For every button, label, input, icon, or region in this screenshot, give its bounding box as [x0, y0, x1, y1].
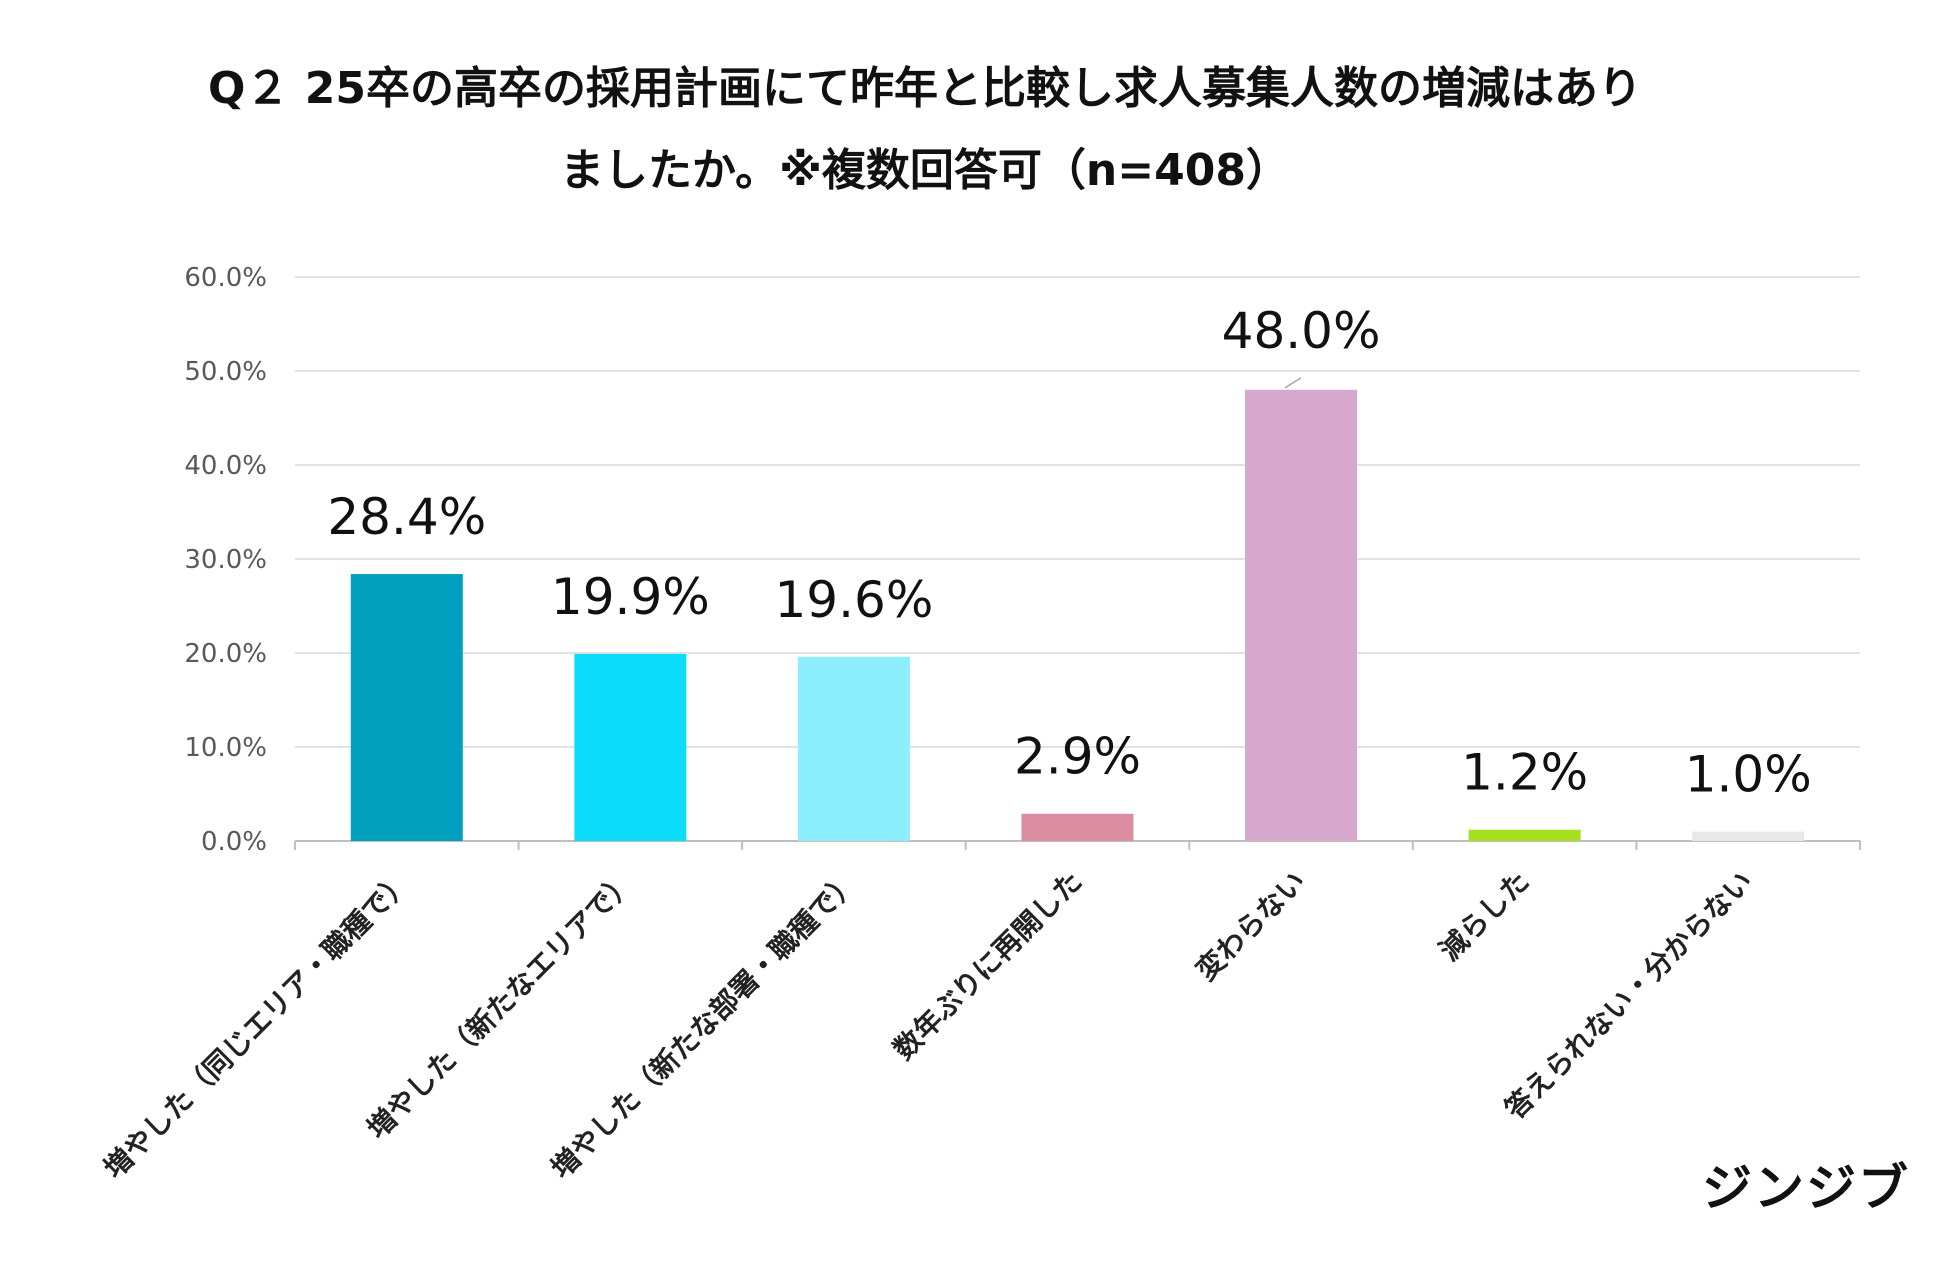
data-label: 19.9%	[551, 568, 710, 626]
bar	[1021, 813, 1134, 841]
x-tick-label: 減らした	[1433, 865, 1536, 968]
data-label-leader	[1284, 377, 1302, 389]
bar	[350, 574, 463, 841]
data-label: 28.4%	[327, 488, 486, 546]
bar	[1245, 389, 1358, 841]
y-tick-label: 40.0%	[184, 451, 267, 481]
data-label: 1.2%	[1461, 744, 1588, 802]
chart-title-line-2: ましたか。※複数回答可（n=408）	[560, 145, 1290, 196]
y-tick-label: 10.0%	[184, 733, 267, 763]
chart-title-line-1: Q２ 25卒の高卒の採用計画にて昨年と比較し求人募集人数の増減はあり	[208, 63, 1642, 114]
bar	[1692, 831, 1805, 841]
data-label: 1.0%	[1685, 746, 1812, 804]
x-tick-label: 増やした（同じエリア・職種で）	[97, 865, 417, 1185]
x-tick-label: 変わらない	[1190, 865, 1312, 987]
y-tick-label: 30.0%	[184, 545, 267, 575]
y-tick-label: 50.0%	[184, 357, 267, 387]
x-tick-label: 数年ぶりに再開した	[887, 865, 1089, 1067]
bar	[574, 653, 687, 841]
brand-logo: ジンジブ	[1702, 1159, 1910, 1217]
chart-title: Q２ 25卒の高卒の採用計画にて昨年と比較し求人募集人数の増減はあり ましたか。…	[150, 48, 1700, 212]
y-tick-label: 20.0%	[184, 639, 267, 669]
data-label: 19.6%	[775, 571, 934, 629]
y-tick-label: 60.0%	[184, 263, 267, 293]
data-label: 48.0%	[1222, 302, 1381, 360]
bar	[1468, 829, 1581, 841]
bar	[797, 656, 910, 841]
data-label: 2.9%	[1014, 728, 1141, 786]
y-tick-label: 0.0%	[201, 827, 267, 857]
x-tick-label: 増やした（新たなエリアで）	[361, 865, 642, 1146]
x-tick-label: 答えられない・分からない	[1498, 865, 1759, 1126]
